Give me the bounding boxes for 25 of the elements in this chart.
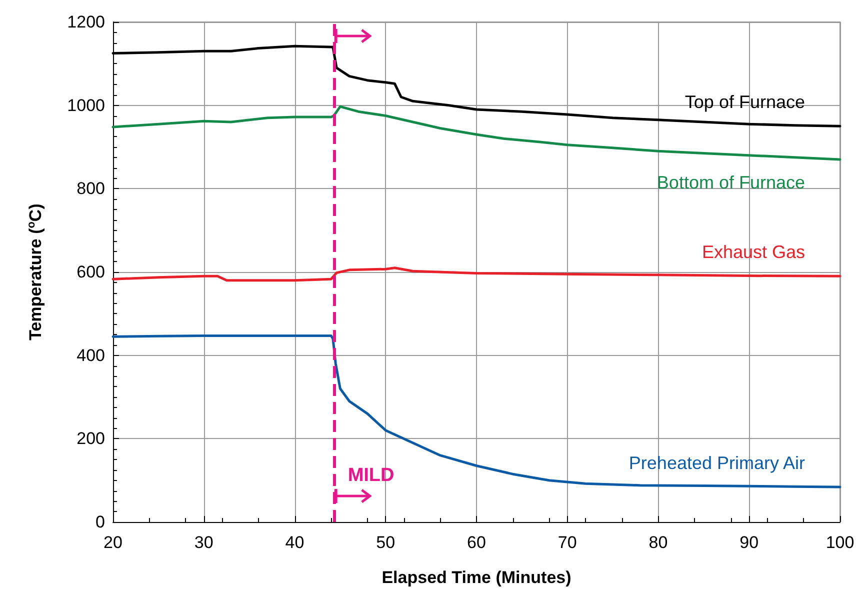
- series-label: Bottom of Furnace: [656, 172, 805, 192]
- x-tick-label: 20: [104, 533, 122, 552]
- y-tick-label: 600: [76, 262, 105, 282]
- x-tick-label: 40: [285, 533, 304, 552]
- y-tick-label: 1000: [67, 96, 105, 115]
- y-tick-label: 400: [76, 346, 105, 365]
- y-tick-label: 800: [76, 179, 105, 198]
- x-tick-label: 70: [558, 533, 577, 552]
- y-tick-label: 1200: [67, 12, 105, 32]
- y-tick-label: 200: [76, 429, 105, 448]
- series-label: Exhaust Gas: [702, 242, 805, 262]
- x-tick-label: 60: [467, 533, 486, 552]
- y-axis-title: Temperature (oC): [26, 204, 45, 340]
- x-tick-label: 50: [376, 533, 396, 552]
- y-tick-label: 0: [96, 512, 105, 532]
- ref-line-label: MILD: [348, 465, 394, 486]
- x-axis-title: Elapsed Time (Minutes): [382, 568, 572, 587]
- line-series: [112, 334, 842, 488]
- x-tick-label: 30: [194, 533, 214, 552]
- series-label: Top of Furnace: [684, 92, 805, 112]
- x-tick-label: 100: [826, 533, 854, 552]
- x-tick-label: 80: [648, 533, 668, 552]
- line-series: [112, 266, 842, 282]
- x-tick-label: 90: [740, 533, 759, 552]
- series-label: Preheated Primary Air: [628, 453, 805, 473]
